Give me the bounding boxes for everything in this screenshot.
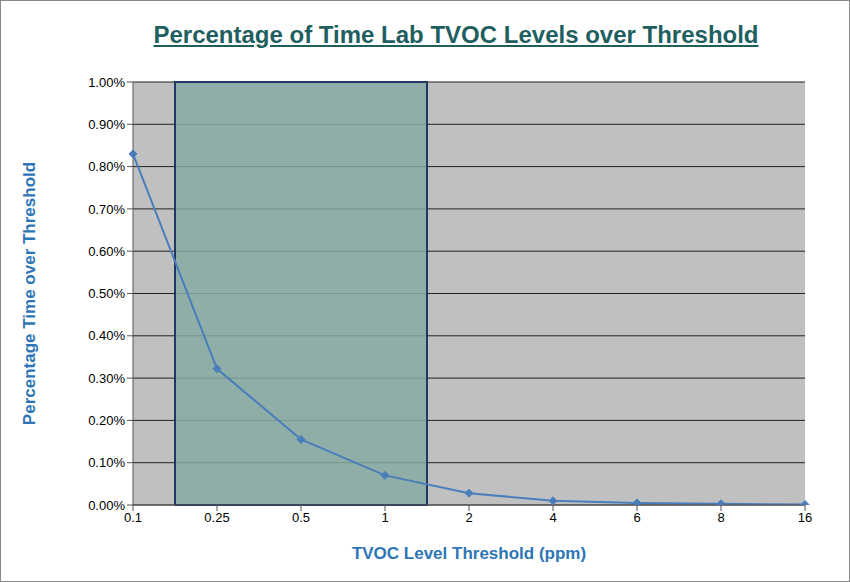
svg-text:0.80%: 0.80% (88, 159, 125, 174)
svg-text:0.90%: 0.90% (88, 117, 125, 132)
svg-text:0.10%: 0.10% (88, 455, 125, 470)
html-text:Percentage of Time Lab TVOC Le: Percentage of Time Lab TVOC Levels over … (153, 21, 759, 48)
svg-text:0.00%: 0.00% (88, 498, 125, 513)
svg-text:0.30%: 0.30% (88, 371, 125, 386)
svg-text:0.40%: 0.40% (88, 328, 125, 343)
svg-text:1.00%: 1.00% (88, 75, 125, 90)
svg-text:Percentage Time over Threshold: Percentage Time over Threshold (20, 162, 39, 425)
svg-text:8: 8 (717, 510, 724, 525)
svg-text:TVOC Level Threshold (ppm): TVOC Level Threshold (ppm) (352, 544, 586, 563)
svg-text:4: 4 (549, 510, 556, 525)
svg-text:1: 1 (381, 510, 388, 525)
svg-text:0.5: 0.5 (292, 510, 310, 525)
svg-text:16: 16 (798, 510, 812, 525)
svg-text:0.60%: 0.60% (88, 244, 125, 259)
svg-text:2: 2 (465, 510, 472, 525)
svg-text:0.25: 0.25 (204, 510, 229, 525)
svg-text:6: 6 (633, 510, 640, 525)
svg-text:0.70%: 0.70% (88, 202, 125, 217)
svg-text:0.1: 0.1 (124, 510, 142, 525)
svg-text:0.50%: 0.50% (88, 286, 125, 301)
svg-text:0.20%: 0.20% (88, 413, 125, 428)
